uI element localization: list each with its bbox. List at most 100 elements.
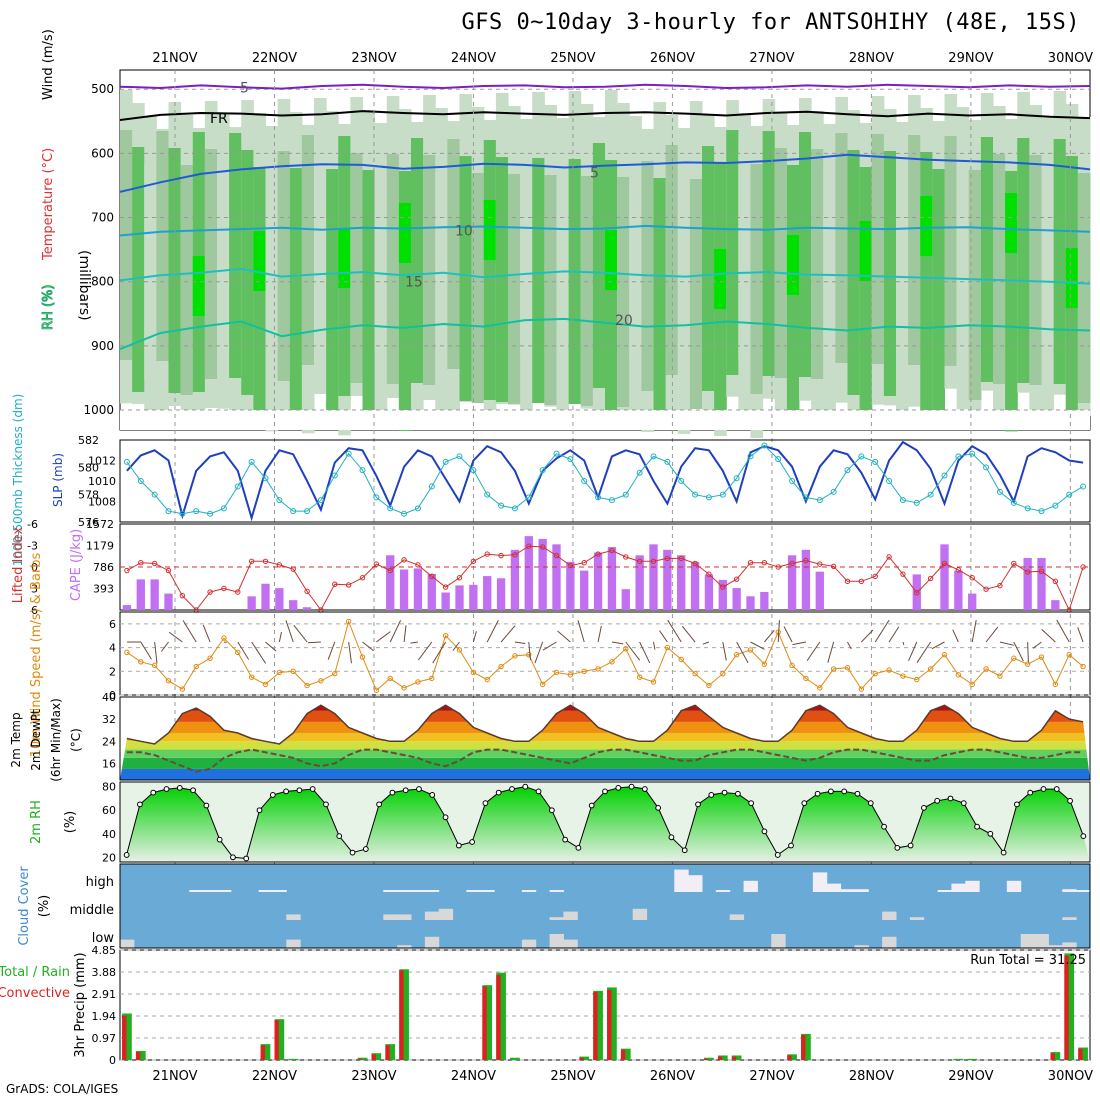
cape-bar — [1037, 558, 1046, 610]
rh-shade-cell — [301, 135, 315, 365]
thickness-point — [567, 456, 574, 463]
temp-bands — [120, 705, 1090, 780]
rh-point — [588, 802, 595, 809]
wind-barb — [639, 641, 651, 664]
rh-point — [362, 846, 369, 852]
wind-barb — [1013, 641, 1024, 662]
temp-tick: 16 — [102, 757, 116, 770]
wind-barb — [500, 625, 516, 643]
day-label-top: 28NOV — [849, 51, 894, 66]
wind-speed-point — [1066, 651, 1072, 658]
wind-barb — [514, 641, 526, 644]
cape-bar — [746, 596, 755, 610]
rh-point — [921, 804, 927, 811]
day-label-bottom: 29NOV — [948, 1069, 993, 1084]
thickness-point — [692, 491, 699, 498]
wind-speed-point — [1038, 654, 1045, 660]
wind-barb — [827, 641, 835, 663]
rh-shade-cell — [980, 137, 994, 382]
lifted-index-point — [927, 575, 934, 582]
rh-shade-cell — [386, 154, 400, 384]
precip-total-bar — [801, 1033, 811, 1060]
rh-shade-cell — [580, 176, 594, 406]
thickness-point — [1066, 491, 1073, 498]
wind-barb — [1032, 641, 1042, 649]
temp-axis-title: 2m DewPt — [29, 709, 43, 771]
isotherm-label: 5 — [240, 80, 249, 96]
wind-speed-point — [373, 687, 380, 693]
slp-axis-title: SLP (mb) — [51, 453, 65, 507]
lifted-index-point — [290, 566, 296, 572]
rh-shade-cell — [702, 146, 715, 391]
cape-bar — [663, 549, 672, 610]
cape-bar — [302, 607, 312, 610]
precip-convective-bar — [357, 1058, 363, 1060]
rh-shade-cell — [253, 231, 266, 291]
wind-speed-point — [706, 682, 712, 689]
cape-bar — [677, 555, 686, 610]
thickness-point — [608, 497, 615, 504]
lifted-index-point — [636, 558, 643, 564]
cape-axis-title: CAPE (J/kg) — [69, 529, 84, 601]
cloud-high-cell — [217, 890, 232, 892]
rh-shade-cell — [1017, 138, 1030, 383]
precip-total-bar — [1078, 1047, 1088, 1060]
wind-barb — [916, 641, 932, 663]
lifted-index-point — [124, 567, 130, 574]
precip-total-bar — [482, 985, 493, 1060]
rh-shade-cell — [786, 235, 800, 295]
cape-bar — [164, 593, 173, 610]
wind-speed-point — [498, 663, 504, 670]
isotherm-5 — [119, 83, 1091, 90]
cloud-high-cell — [466, 890, 481, 892]
wind-speed-point — [304, 682, 310, 689]
slp-line — [126, 440, 1084, 522]
thickness-point — [484, 491, 491, 498]
lifted-index-point — [429, 573, 435, 580]
day-label-top: 27NOV — [749, 51, 794, 66]
cloud-high-cell — [674, 869, 689, 892]
rh-shade-cell — [726, 130, 739, 375]
cloud-high-cell — [1062, 889, 1077, 892]
lifted-index-point — [747, 560, 754, 566]
day-label-top: 30NOV — [1048, 51, 1093, 66]
upper-pressure-tick: 1000 — [83, 403, 114, 417]
wind-barb — [783, 626, 793, 643]
wind-speed-point — [664, 644, 671, 651]
thickness-point — [1010, 499, 1017, 506]
rh-shade-cell — [871, 134, 885, 364]
cape-bar — [593, 552, 603, 610]
cape-tick: 393 — [93, 583, 114, 596]
rh-point — [1014, 801, 1020, 808]
lifted-index-point — [512, 552, 518, 558]
wind-speed-point — [415, 679, 421, 685]
cape-bar — [386, 555, 395, 610]
rh-shade-cell — [714, 249, 727, 309]
wind-speed-point — [692, 670, 698, 677]
cloud-background — [120, 864, 1090, 948]
isotherm-label: 20 — [615, 313, 633, 329]
wind-speed-point — [872, 670, 878, 677]
wind-speed-point — [387, 675, 393, 682]
wind-barb — [486, 620, 499, 643]
cape-bar — [510, 549, 520, 610]
lifted-index-point — [539, 544, 546, 550]
wind-speed-point — [526, 651, 532, 658]
chart-title: GFS 0~10day 3-hourly for ANTSOHIHY (48E,… — [461, 10, 1080, 35]
rh-shade-cell — [908, 135, 921, 365]
rh-point — [495, 789, 502, 796]
precip-total-bar — [1064, 953, 1075, 1060]
cloud-high-cell — [965, 880, 980, 892]
upper-pressure-tick: 800 — [91, 275, 114, 289]
wind-speed-point — [207, 655, 213, 661]
lifted-index-point — [706, 571, 712, 577]
cape-bar — [552, 544, 561, 610]
rh-shade-cell — [835, 133, 848, 363]
lifted-index-point — [359, 575, 366, 581]
wind-speed-point — [276, 669, 283, 676]
temperature-axis-title: Temperature (°C) — [41, 148, 56, 261]
cloud-high-cell — [937, 890, 952, 892]
wind-barb — [542, 641, 557, 651]
cloud-high-cell — [549, 890, 564, 892]
wind-speed-point — [401, 685, 407, 691]
